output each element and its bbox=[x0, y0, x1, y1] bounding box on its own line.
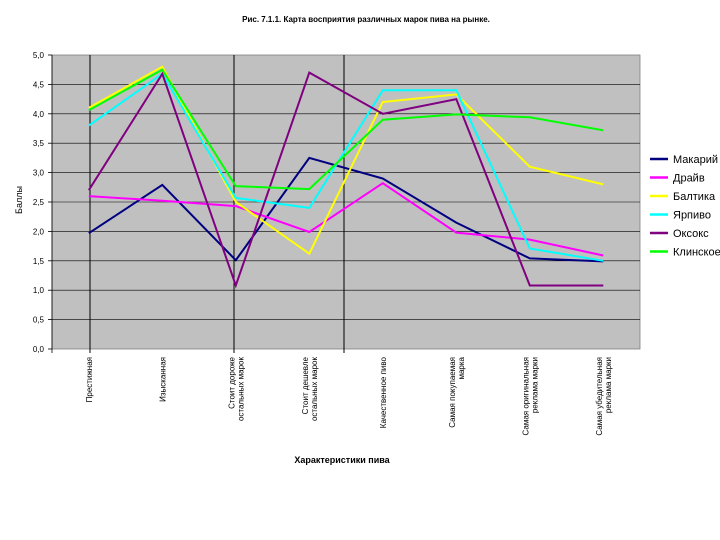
legend-label: Клинское bbox=[673, 247, 720, 259]
legend-item: Балтика bbox=[650, 191, 716, 203]
legend-item: Драйв bbox=[650, 173, 705, 185]
legend-item: Ярпиво bbox=[650, 210, 711, 222]
category-dividers bbox=[89, 55, 345, 353]
legend-item: Макарий bbox=[650, 154, 718, 166]
y-tick-label: 4,0 bbox=[33, 110, 45, 119]
y-tick-label: 3,0 bbox=[33, 169, 45, 178]
svg-text:Самая оригинальнаяреклама марк: Самая оригинальнаяреклама марки bbox=[521, 357, 539, 435]
x-tick-label: Престижная bbox=[85, 357, 94, 402]
y-tick-label: 2,0 bbox=[33, 227, 45, 236]
x-tick-label: Качественное пиво bbox=[379, 356, 388, 428]
svg-text:Стоит дешевлеостальных марок: Стоит дешевлеостальных марок bbox=[301, 356, 319, 421]
svg-text:Самая убедительнаяреклама марк: Самая убедительнаяреклама марки bbox=[595, 357, 613, 436]
series-line-4 bbox=[88, 72, 604, 262]
y-tick-label: 1,5 bbox=[33, 257, 45, 266]
legend-label: Макарий bbox=[673, 154, 718, 166]
legend-label: Ярпиво bbox=[673, 210, 711, 222]
legend-item: Клинское bbox=[650, 247, 720, 259]
legend-label: Балтика bbox=[673, 191, 716, 203]
x-tick-label: Самая покупаемаямарка bbox=[448, 356, 466, 427]
y-tick-labels: 0,0 0,5 1,0 1,5 2,0 2,5 3,0 3,5 4,0 4,5 5,0 bbox=[33, 51, 52, 354]
x-tick-label: Стоит дешевлеостальных марок bbox=[301, 356, 319, 421]
legend-item: Оксокс bbox=[650, 228, 709, 240]
svg-text:Стоит дорожеостальных марок: Стоит дорожеостальных марок bbox=[227, 356, 245, 421]
x-tick-label: Самая оригинальнаяреклама марки bbox=[521, 357, 539, 435]
legend: Макарий Драйв Балтика Ярпиво Оксокс Клинское bbox=[650, 154, 720, 259]
x-axis-label: Характеристики пива bbox=[294, 455, 390, 465]
y-tick-label: 3,5 bbox=[33, 139, 45, 148]
series-line-2 bbox=[88, 181, 604, 257]
chart-title: Рис. 7.1.1. Карта восприятия различных м… bbox=[242, 15, 490, 24]
series-line-6 bbox=[88, 68, 604, 191]
x-tick-label: Изысканная bbox=[158, 357, 167, 402]
y-axis-label: Баллы bbox=[14, 186, 24, 214]
series-line-5 bbox=[87, 71, 604, 289]
gridlines bbox=[52, 84, 640, 320]
y-tick-label: 2,5 bbox=[33, 198, 45, 207]
svg-text:Качественное пиво: Качественное пиво bbox=[379, 356, 388, 428]
y-tick-label: 0,5 bbox=[33, 316, 45, 325]
svg-text:Самая покупаемаямарка: Самая покупаемаямарка bbox=[448, 356, 466, 427]
series-lines bbox=[87, 65, 604, 289]
x-tick-label: Самая убедительнаяреклама марки bbox=[595, 357, 613, 436]
svg-text:Изысканная: Изысканная bbox=[158, 357, 167, 402]
x-tick-labels: Престижная Изысканная Стоит дорожеостальны… bbox=[85, 356, 613, 435]
y-tick-label: 0,0 bbox=[33, 345, 45, 354]
y-tick-label: 4,5 bbox=[33, 80, 45, 89]
y-tick-label: 5,0 bbox=[33, 51, 45, 60]
y-tick-label: 1,0 bbox=[33, 286, 45, 295]
legend-label: Оксокс bbox=[673, 228, 709, 240]
legend-label: Драйв bbox=[673, 173, 705, 185]
x-tick-label: Стоит дорожеостальных марок bbox=[227, 356, 245, 421]
svg-text:Престижная: Престижная bbox=[85, 357, 94, 402]
